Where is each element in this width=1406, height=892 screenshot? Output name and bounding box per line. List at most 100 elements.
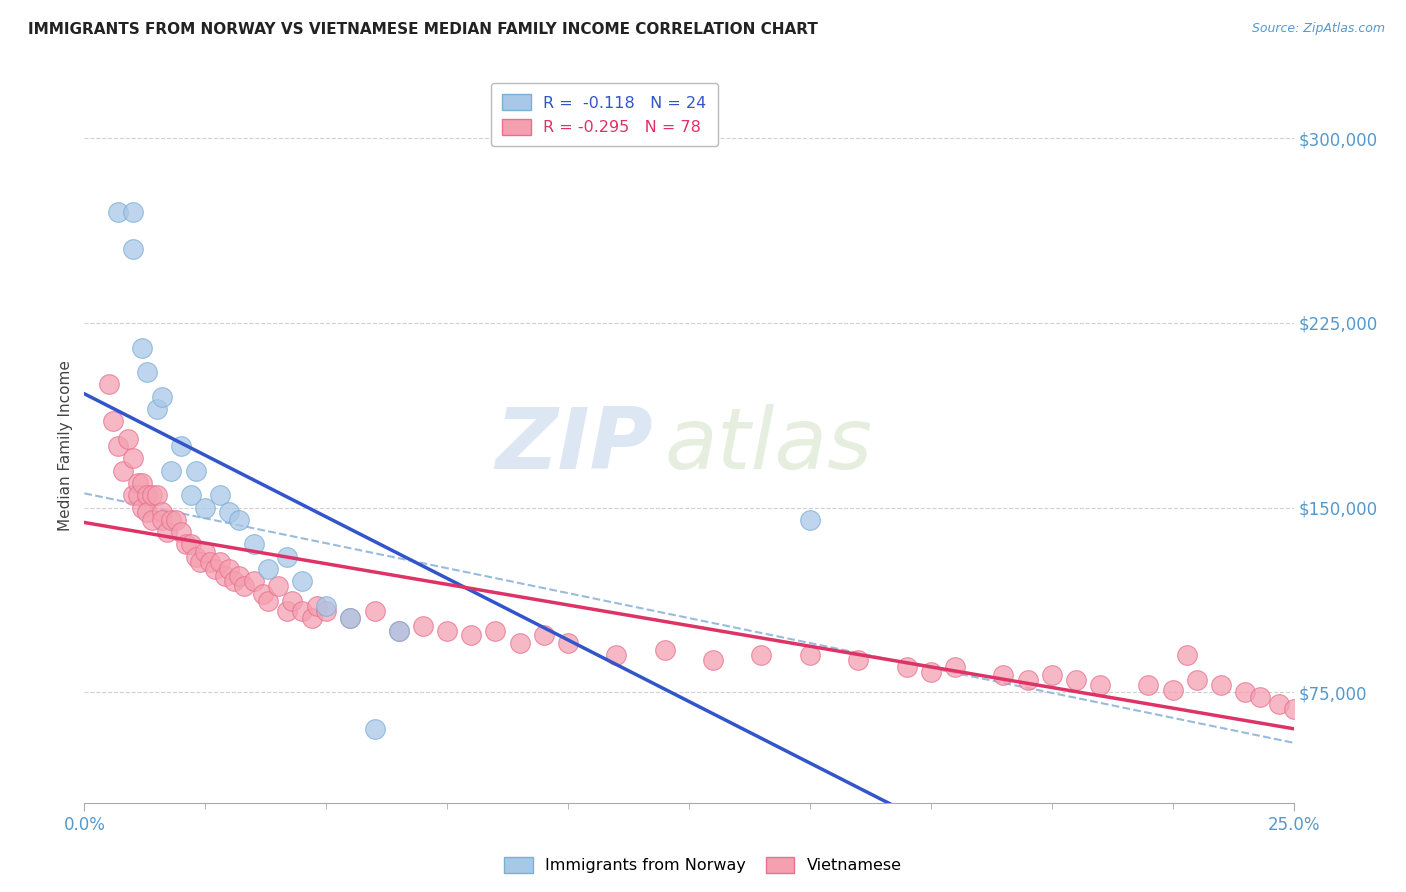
Point: [121, 242, 143, 256]
Point: [224, 574, 246, 589]
Point: [339, 611, 361, 625]
Point: [180, 488, 202, 502]
Point: [112, 464, 135, 478]
Point: [160, 464, 183, 478]
Point: [165, 513, 187, 527]
Point: [127, 475, 149, 490]
Point: [136, 365, 159, 379]
Point: [315, 604, 337, 618]
Point: [605, 648, 627, 662]
Point: [252, 587, 274, 601]
Point: [315, 599, 337, 613]
Point: [150, 505, 173, 519]
Point: [1161, 682, 1184, 697]
Point: [1017, 673, 1039, 687]
Text: atlas: atlas: [665, 404, 873, 488]
Text: ZIP: ZIP: [495, 404, 652, 488]
Y-axis label: Median Family Income: Median Family Income: [58, 360, 73, 532]
Point: [146, 402, 169, 417]
Point: [1040, 668, 1063, 682]
Point: [121, 205, 143, 219]
Point: [305, 599, 328, 613]
Point: [160, 513, 183, 527]
Point: [180, 537, 202, 551]
Point: [146, 488, 169, 502]
Point: [339, 611, 361, 625]
Text: IMMIGRANTS FROM NORWAY VS VIETNAMESE MEDIAN FAMILY INCOME CORRELATION CHART: IMMIGRANTS FROM NORWAY VS VIETNAMESE MED…: [28, 22, 818, 37]
Point: [557, 636, 579, 650]
Point: [1088, 678, 1111, 692]
Point: [131, 500, 153, 515]
Point: [121, 488, 143, 502]
Point: [388, 624, 411, 638]
Point: [291, 604, 314, 618]
Point: [484, 624, 506, 638]
Point: [509, 636, 531, 650]
Point: [190, 555, 212, 569]
Point: [107, 439, 129, 453]
Point: [799, 513, 821, 527]
Point: [117, 432, 139, 446]
Point: [242, 574, 264, 589]
Point: [174, 537, 197, 551]
Text: Source: ZipAtlas.com: Source: ZipAtlas.com: [1251, 22, 1385, 36]
Point: [194, 500, 217, 515]
Point: [1185, 673, 1208, 687]
Point: [228, 513, 250, 527]
Point: [218, 562, 240, 576]
Point: [257, 562, 280, 576]
Point: [388, 624, 411, 638]
Point: [208, 555, 231, 569]
Point: [267, 579, 290, 593]
Point: [136, 505, 159, 519]
Point: [1249, 690, 1271, 704]
Point: [1209, 678, 1232, 692]
Point: [896, 660, 918, 674]
Point: [799, 648, 821, 662]
Point: [1282, 702, 1305, 716]
Point: [208, 488, 231, 502]
Point: [943, 660, 966, 674]
Point: [1137, 678, 1160, 692]
Point: [412, 618, 434, 632]
Point: [1064, 673, 1087, 687]
Legend: Immigrants from Norway, Vietnamese: Immigrants from Norway, Vietnamese: [498, 850, 908, 880]
Point: [184, 464, 207, 478]
Point: [150, 513, 173, 527]
Point: [301, 611, 323, 625]
Point: [204, 562, 226, 576]
Point: [276, 604, 298, 618]
Point: [141, 488, 163, 502]
Point: [1268, 698, 1291, 712]
Point: [121, 451, 143, 466]
Point: [993, 668, 1015, 682]
Point: [131, 475, 153, 490]
Point: [846, 653, 869, 667]
Point: [751, 648, 773, 662]
Point: [198, 555, 221, 569]
Point: [702, 653, 724, 667]
Point: [214, 569, 236, 583]
Point: [131, 341, 153, 355]
Point: [155, 525, 177, 540]
Point: [194, 545, 217, 559]
Point: [363, 722, 385, 736]
Point: [460, 628, 482, 642]
Point: [257, 594, 280, 608]
Point: [1234, 685, 1257, 699]
Point: [136, 488, 159, 502]
Point: [97, 377, 120, 392]
Legend: R =  -0.118   N = 24, R = -0.295   N = 78: R = -0.118 N = 24, R = -0.295 N = 78: [491, 83, 718, 146]
Point: [654, 643, 676, 657]
Point: [363, 604, 385, 618]
Point: [242, 537, 264, 551]
Point: [920, 665, 942, 680]
Point: [170, 439, 193, 453]
Point: [228, 569, 250, 583]
Point: [233, 579, 256, 593]
Point: [1175, 648, 1198, 662]
Point: [184, 549, 207, 564]
Point: [170, 525, 193, 540]
Point: [436, 624, 458, 638]
Point: [127, 488, 149, 502]
